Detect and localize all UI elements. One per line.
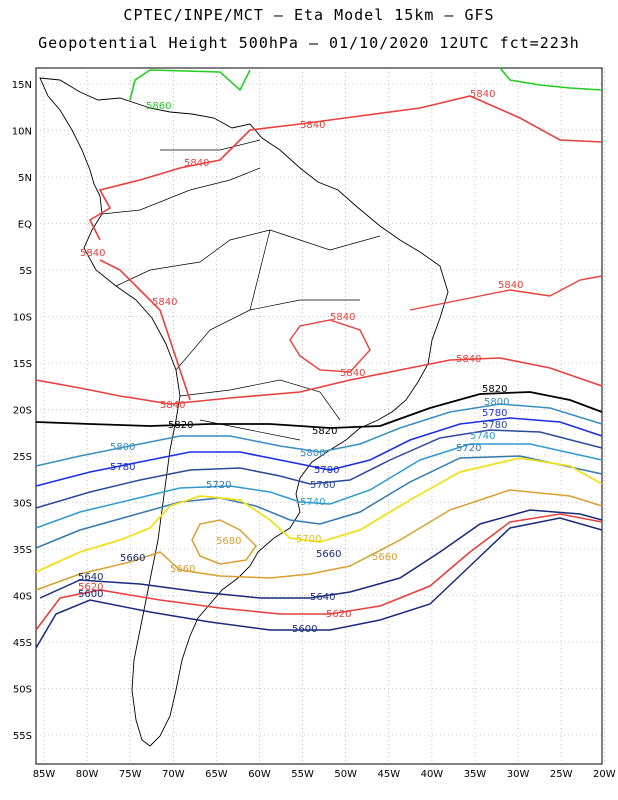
- contour-5640: [39, 509, 603, 599]
- contour-label: 5780: [314, 465, 339, 476]
- contour-5600: [35, 517, 603, 649]
- contour-label: 5820: [312, 426, 337, 437]
- contour-label: 5620: [78, 582, 103, 593]
- contour-5760: [35, 429, 603, 509]
- contour-5680: [191, 519, 257, 565]
- contour-label: 5640: [310, 592, 335, 603]
- latitude-label: 40S: [13, 592, 32, 603]
- latitude-label: 30S: [13, 499, 32, 510]
- south-america-coastline: [39, 77, 449, 747]
- latitude-label: 20S: [13, 406, 32, 417]
- latitude-label: 10N: [12, 127, 32, 138]
- contour-5620: [35, 513, 603, 631]
- contour-5740: [35, 443, 603, 529]
- latitude-label: 5N: [18, 173, 32, 184]
- latitude-label: 10S: [13, 313, 32, 324]
- contour-label: 5840: [330, 312, 355, 323]
- contour-label: 5740: [470, 431, 495, 442]
- longitude-label: 60W: [248, 769, 271, 780]
- contour-label: 5840: [300, 120, 325, 131]
- contour-label: 5660: [120, 553, 145, 564]
- contour-label: 5620: [326, 609, 351, 620]
- longitude-label: 75W: [119, 769, 142, 780]
- contour-label: 5820: [482, 384, 507, 395]
- contour-label: 5760: [310, 480, 335, 491]
- latitude-label: 45S: [13, 638, 32, 649]
- latitude-label: 15S: [13, 359, 32, 370]
- longitude-label: 80W: [76, 769, 99, 780]
- contour-label: 5820: [168, 420, 193, 431]
- contour-label: 5660: [316, 549, 341, 560]
- contour-label: 5780: [482, 408, 507, 419]
- longitude-label: 35W: [464, 769, 487, 780]
- contour-label: 5720: [456, 443, 481, 454]
- contour-label: 5840: [456, 354, 481, 365]
- longitude-label: 70W: [162, 769, 185, 780]
- contour-label: 5780: [482, 420, 507, 431]
- longitude-label: 30W: [507, 769, 530, 780]
- contour-5860: [129, 67, 603, 101]
- contour-label: 5800: [484, 397, 509, 408]
- latitude-label: 50S: [13, 685, 32, 696]
- graticule: [36, 68, 605, 764]
- chart-title-line2: Geopotential Height 500hPa – 01/10/2020 …: [38, 34, 580, 52]
- contour-label: 5660: [170, 564, 195, 575]
- latitude-label: 25S: [13, 452, 32, 463]
- contour-label: 5720: [206, 480, 231, 491]
- contour-label: 5700: [296, 534, 321, 545]
- contour-label: 5840: [80, 248, 105, 259]
- contour-label: 5800: [300, 448, 325, 459]
- contour-label: 5860: [146, 101, 171, 112]
- contour-labels: 5860 5840 5840 5840 5840 5840 5840 5840 …: [78, 89, 523, 635]
- contour-label: 5840: [184, 158, 209, 169]
- country-borders: [101, 139, 381, 441]
- contour-5820: [35, 391, 603, 429]
- latitude-label: 15N: [12, 80, 32, 91]
- contour-label: 5840: [340, 368, 365, 379]
- contour-label: 5840: [470, 89, 495, 100]
- contour-5840-east: [409, 275, 603, 311]
- contour-label: 5840: [152, 297, 177, 308]
- contour-5720: [35, 455, 603, 549]
- latitude-label: 5S: [19, 266, 32, 277]
- latitude-label: EQ: [18, 220, 32, 231]
- contour-label: 5600: [292, 624, 317, 635]
- contour-5840-north: [88, 95, 603, 401]
- longitude-label: 55W: [291, 769, 314, 780]
- contour-label: 5840: [160, 400, 185, 411]
- latitude-label: 35S: [13, 545, 32, 556]
- contour-5660: [35, 489, 603, 591]
- contour-label: 5800: [110, 442, 135, 453]
- contour-label: 5780: [110, 462, 135, 473]
- axis-labels: 15N 10N 5N EQ 5S 10S 15S 20S 25S 30S 35S 40S 45S 50S 5…: [12, 80, 616, 780]
- longitude-label: 40W: [421, 769, 444, 780]
- contour-5780: [35, 417, 603, 487]
- map-frame: [35, 67, 603, 765]
- contour-label: 5660: [372, 552, 397, 563]
- contour-5840-south: [35, 357, 603, 405]
- longitude-label: 20W: [593, 769, 616, 780]
- longitude-label: 65W: [205, 769, 228, 780]
- longitude-label: 85W: [33, 769, 56, 780]
- contour-label: 5840: [498, 280, 523, 291]
- chart-title-line1: CPTEC/INPE/MCT – Eta Model 15km – GFS: [123, 6, 495, 24]
- latitude-label: 55S: [13, 731, 32, 742]
- contour-label: 5740: [300, 497, 325, 508]
- contour-label: 5680: [216, 536, 241, 547]
- longitude-label: 25W: [550, 769, 573, 780]
- longitude-label: 50W: [334, 769, 357, 780]
- contour-label: 5600: [78, 589, 103, 600]
- contour-5700: [35, 457, 603, 573]
- contour-5840-island: [289, 319, 371, 373]
- longitude-label: 45W: [377, 769, 400, 780]
- contour-5800: [35, 403, 603, 467]
- contour-label: 5640: [78, 572, 103, 583]
